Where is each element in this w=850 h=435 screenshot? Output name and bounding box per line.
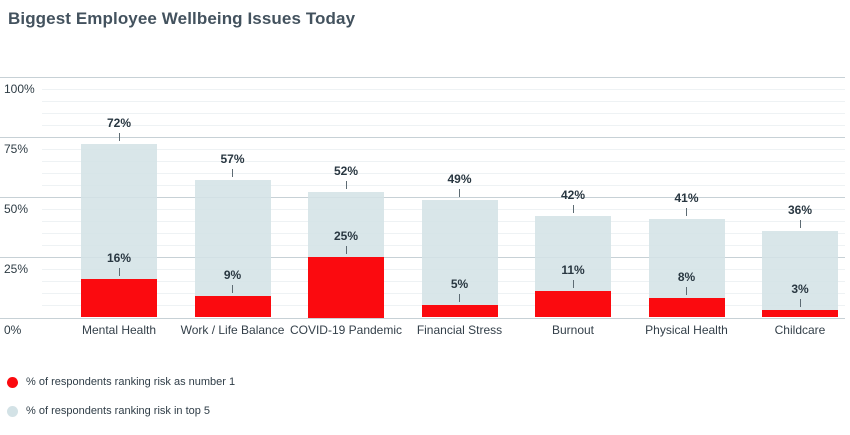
legend-dot-number1-icon [7,376,18,388]
bar-value-label: 25% [333,229,359,244]
bar-number1-2 [194,295,271,318]
y-axis-label: 25% [4,262,29,277]
gridline-minor [42,161,845,163]
bar-value-label: 16% [106,251,132,266]
value-pointer-tick [118,133,120,142]
x-axis-label: Physical Health [645,323,728,337]
bar-number1-3 [308,257,384,318]
x-axis-label: Work / Life Balance [180,323,285,337]
gridline-major [0,77,845,78]
bar-number1-4 [421,305,498,318]
value-pointer-tick [345,246,347,255]
chart-title: Biggest Employee Wellbeing Issues Today [8,9,356,28]
gridline-minor [42,101,845,103]
gridline-minor [42,185,845,187]
y-axis-label: 50% [4,202,29,217]
y-axis-label: 75% [4,142,29,157]
value-pointer-tick [232,169,233,178]
value-pointer-tick [686,207,687,216]
value-pointer-tick [118,268,120,277]
x-axis-label: Childcare [774,323,826,337]
legend: % of respondents ranking risk as number … [7,376,235,434]
value-pointer-tick [572,280,574,289]
x-axis-label: COVID-19 Pandemic [289,323,403,337]
gridline-minor [42,149,845,151]
gridline-minor [42,113,845,115]
bar-number1-6 [648,298,725,318]
y-axis-label: 0% [4,322,22,337]
bar-number1-5 [535,291,611,318]
bar-value-label: 52% [333,164,359,179]
bar-value-label: 3% [791,282,809,297]
bar-value-label: 57% [220,152,245,167]
value-pointer-tick [459,294,460,303]
legend-label-top5: % of respondents ranking risk in top 5 [26,405,211,417]
bar-top5-2 [194,180,271,318]
value-pointer-tick [232,284,233,293]
value-pointer-tick [572,205,574,214]
y-axis-label: 100% [4,82,35,96]
legend-item-number1: % of respondents ranking risk as number … [7,376,235,388]
value-pointer-tick [799,299,801,308]
bar-value-label: 5% [450,277,469,292]
legend-label-number1: % of respondents ranking risk as number … [26,376,236,388]
bar-value-label: 42% [560,188,586,203]
x-axis-label: Mental Health [81,323,157,337]
value-pointer-tick [799,219,801,228]
gridline-minor [42,125,845,127]
bar-number1-7 [762,310,838,318]
gridline-major [0,197,845,199]
bar-number1-1 [81,279,157,318]
legend-item-top5: % of respondents ranking risk in top 5 [7,405,235,417]
value-pointer-tick [459,188,460,197]
x-axis-label: Burnout [551,323,595,337]
bar-value-label: 41% [674,190,699,205]
gridline-major [0,137,845,139]
gridline-major [0,317,845,319]
bar-value-label: 8% [677,270,696,285]
x-axis-label: Financial Stress [416,323,503,337]
value-pointer-tick [345,181,347,190]
bar-value-label: 9% [223,267,242,282]
bar-value-label: 11% [561,263,585,278]
bar-value-label: 72% [106,116,132,131]
legend-dot-top5-icon [7,405,18,417]
bar-value-label: 36% [787,202,813,217]
gridline-minor [42,89,845,91]
bar-value-label: 49% [447,171,472,186]
gridline-minor [42,173,845,175]
value-pointer-tick [686,287,687,296]
